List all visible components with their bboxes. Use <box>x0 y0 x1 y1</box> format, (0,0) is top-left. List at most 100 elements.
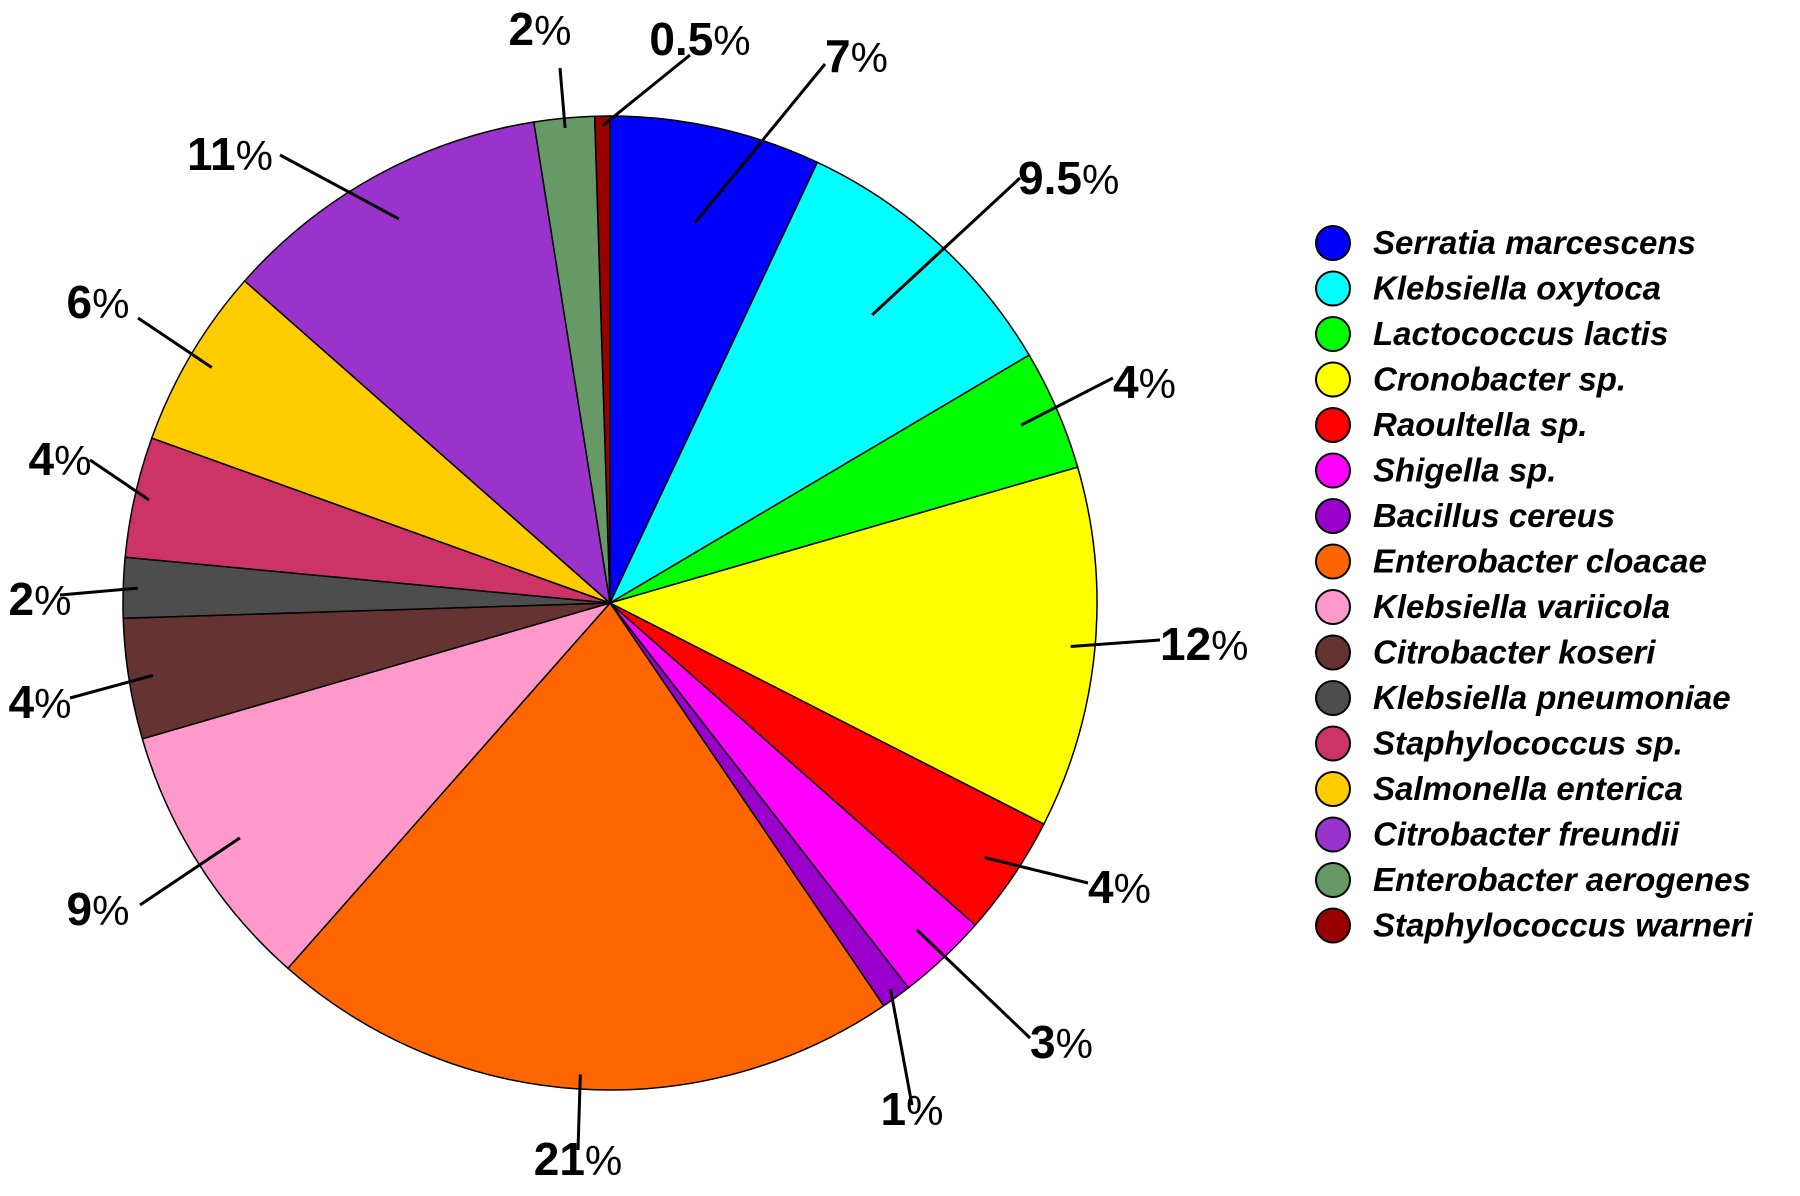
pie-slice-cronobacter-sp <box>607 466 1098 826</box>
leader-line <box>137 316 213 369</box>
percent-sign: % <box>1082 156 1119 203</box>
legend-label: Lactococcus lactis <box>1373 315 1668 352</box>
percent-sign: % <box>906 1087 943 1134</box>
percent-sign: % <box>851 34 888 81</box>
legend: Serratia marcescens Klebsiella oxytoca Lac… <box>1315 224 1753 944</box>
percent-label: 4% <box>1113 356 1176 408</box>
percent-value: 4 <box>1113 356 1139 408</box>
legend-swatch <box>1315 361 1351 398</box>
legend-label: Raoultella sp. <box>1373 406 1588 443</box>
percent-value: 2 <box>9 573 35 625</box>
percent-sign: % <box>92 280 129 327</box>
percent-label: 2% <box>509 3 572 55</box>
leader-line <box>915 928 1032 1040</box>
leader-line <box>576 1074 582 1151</box>
percent-value: 9 <box>67 883 93 935</box>
legend-label: Enterobacter aerogenes <box>1373 861 1751 898</box>
legend-label: Bacillus cereus <box>1373 497 1615 534</box>
percent-label: 1% <box>881 1083 944 1135</box>
legend-label: Enterobacter cloacae <box>1373 543 1707 580</box>
legend-swatch <box>1315 407 1351 443</box>
percent-sign: % <box>1056 1020 1093 1067</box>
pie-slice-citrobacter-freundii <box>243 121 612 605</box>
percent-label: 3% <box>1030 1016 1093 1068</box>
percent-sign: % <box>534 7 571 54</box>
leader-line <box>279 153 400 221</box>
percent-sign: % <box>585 1137 622 1184</box>
leader-line <box>984 856 1089 885</box>
legend-label: Cronobacter sp. <box>1373 361 1626 398</box>
percent-value: 4 <box>29 433 55 485</box>
legend-swatch <box>1315 543 1351 580</box>
legend-swatch <box>1315 452 1351 489</box>
legend-swatch <box>1315 225 1351 261</box>
percent-value: 2 <box>509 3 535 55</box>
legend-swatch <box>1315 816 1351 853</box>
legend-label: Staphylococcus warneri <box>1373 907 1753 944</box>
percent-sign: % <box>713 17 750 64</box>
legend-label: Citrobacter freundii <box>1373 816 1680 853</box>
leader-line <box>59 586 138 597</box>
leader-line <box>871 176 1022 316</box>
percent-sign: % <box>1211 622 1248 669</box>
percent-value: 1 <box>881 1083 907 1135</box>
percent-value: 21 <box>534 1133 585 1185</box>
leader-line <box>693 63 827 224</box>
leader-line <box>1020 376 1114 427</box>
percent-label: 21% <box>534 1133 623 1185</box>
percent-value: 6 <box>67 276 93 328</box>
pie-leader-lines <box>59 53 1161 1151</box>
percent-value: 7 <box>825 30 851 82</box>
legend-swatch <box>1315 498 1351 534</box>
leader-line <box>601 53 691 127</box>
legend-swatch <box>1315 316 1351 352</box>
legend-swatch <box>1315 634 1351 671</box>
legend-label: Staphylococcus sp. <box>1373 725 1683 762</box>
percent-value: 4 <box>1088 861 1114 913</box>
percent-label: 4% <box>9 676 72 728</box>
pie-percent-labels: 7%9.5%4%12%4%3%1%21%9%4%2%4%6%11%2% 0.5% <box>9 3 1249 1185</box>
leader-line <box>89 458 150 502</box>
legend-label: Klebsiella oxytoca <box>1373 270 1661 307</box>
leader-line <box>558 67 567 128</box>
legend-swatch <box>1315 270 1351 307</box>
percent-label: 7% <box>825 30 888 82</box>
pie-slices <box>122 115 1098 1091</box>
leader-line <box>1070 638 1161 649</box>
percent-label: 4% <box>29 433 92 485</box>
legend-swatch <box>1315 725 1351 762</box>
leader-line <box>69 673 154 700</box>
legend-label: Citrobacter koseri <box>1373 634 1656 671</box>
percent-sign: % <box>1114 865 1151 912</box>
legend-swatch <box>1315 862 1351 898</box>
percent-sign: % <box>54 437 91 484</box>
percent-sign: % <box>34 577 71 624</box>
percent-value: 9.5 <box>1018 152 1082 204</box>
percent-value: 3 <box>1030 1016 1056 1068</box>
pie-slice-staphylococcus-warneri <box>593 115 611 604</box>
percent-sign: % <box>34 680 71 727</box>
percent-label: 2% <box>9 573 72 625</box>
percent-sign: % <box>1139 360 1176 407</box>
pie-slice-serratia-marcescens <box>609 115 819 604</box>
legend-label: Klebsiella variicola <box>1373 588 1670 625</box>
percent-label: 11% <box>187 128 273 180</box>
percent-label: 12% <box>1160 618 1249 670</box>
legend-swatch <box>1315 771 1351 807</box>
leader-line <box>889 988 914 1106</box>
percent-value: 0.5 <box>649 13 713 65</box>
percent-value: 4 <box>9 676 35 728</box>
pie-slice-klebsiella-oxytoca <box>608 161 1031 605</box>
percent-label: 0.5% <box>649 13 750 65</box>
legend-label: Shigella sp. <box>1373 452 1556 489</box>
legend-swatch <box>1315 680 1351 716</box>
percent-label: 6% <box>67 276 130 328</box>
legend-label: Serratia marcescens <box>1373 224 1696 261</box>
percent-label: 4% <box>1088 861 1151 913</box>
percent-sign: % <box>236 132 273 179</box>
legend-swatch <box>1315 589 1351 625</box>
percent-sign: % <box>92 887 129 934</box>
legend-swatch <box>1315 907 1351 944</box>
percent-value: 12 <box>1160 618 1211 670</box>
